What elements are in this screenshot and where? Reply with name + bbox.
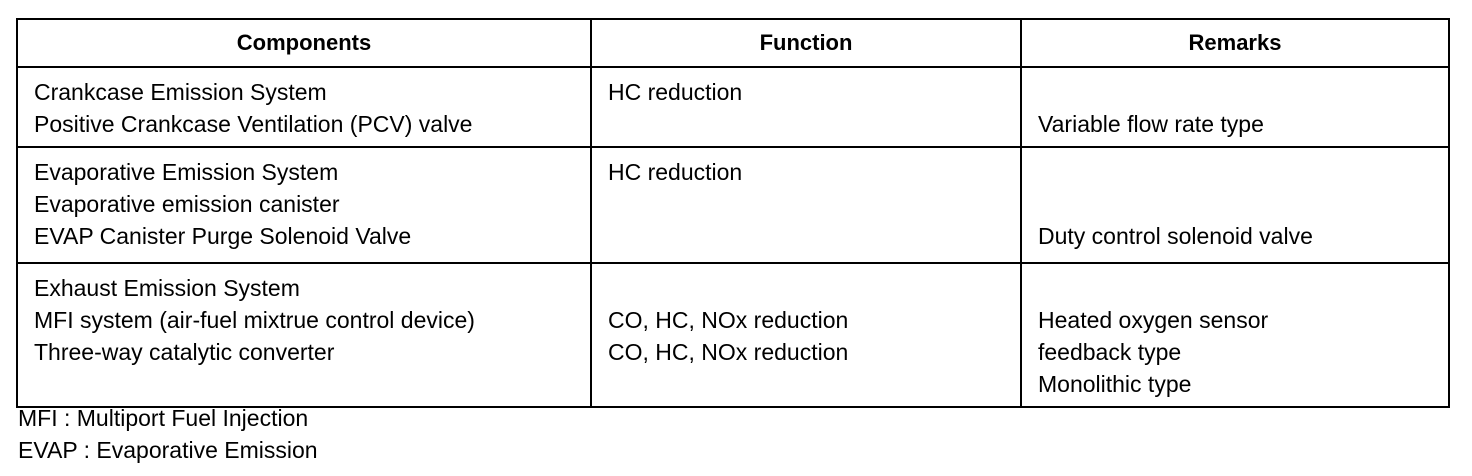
remarks-cell: Heated oxygen sensor feedback type Monol… xyxy=(1022,264,1448,406)
cell-line: Monolithic type xyxy=(1038,371,1192,397)
cell-line: feedback type xyxy=(1038,339,1182,365)
cell-line xyxy=(608,220,1020,252)
cell-line: Duty control solenoid valve xyxy=(1038,223,1313,249)
header-components: Components xyxy=(18,20,592,66)
cell-line xyxy=(608,108,1020,140)
footnote-evap: EVAP : Evaporative Emission xyxy=(18,437,318,463)
cell-line: Evaporative emission canister xyxy=(34,191,340,217)
cell-line: HC reduction xyxy=(608,159,743,185)
cell-line: CO, HC, NOx reduction xyxy=(608,307,849,333)
remarks-cell: Variable flow rate type xyxy=(1022,68,1448,146)
remarks-cell: Duty control solenoid valve xyxy=(1022,148,1448,262)
header-function: Function xyxy=(592,20,1022,66)
cell-line: Evaporative Emission System xyxy=(34,159,339,185)
cell-line: Variable flow rate type xyxy=(1038,111,1264,137)
cell-line: MFI system (air-fuel mixtrue control dev… xyxy=(34,307,475,333)
components-cell: Evaporative Emission System Evaporative … xyxy=(18,148,592,262)
cell-line: Three-way catalytic converter xyxy=(34,339,335,365)
cell-line xyxy=(608,188,1020,220)
components-cell: Crankcase Emission System Positive Crank… xyxy=(18,68,592,146)
cell-line xyxy=(1038,156,1448,188)
cell-line xyxy=(1038,76,1448,108)
cell-line xyxy=(608,272,1020,304)
function-cell: CO, HC, NOx reduction CO, HC, NOx reduct… xyxy=(592,264,1022,406)
cell-line: CO, HC, NOx reduction xyxy=(608,339,849,365)
table-row: Exhaust Emission System MFI system (air-… xyxy=(18,262,1448,406)
table-row: Crankcase Emission System Positive Crank… xyxy=(18,66,1448,146)
cell-line: HC reduction xyxy=(608,79,743,105)
cell-line: Exhaust Emission System xyxy=(34,275,300,301)
components-cell: Exhaust Emission System MFI system (air-… xyxy=(18,264,592,406)
footnote-mfi: MFI : Multiport Fuel Injection xyxy=(18,405,309,431)
cell-line: Positive Crankcase Ventilation (PCV) val… xyxy=(34,111,473,137)
function-cell: HC reduction xyxy=(592,68,1022,146)
header-remarks: Remarks xyxy=(1188,30,1282,55)
cell-line xyxy=(1038,188,1448,220)
table-row: Evaporative Emission System Evaporative … xyxy=(18,146,1448,262)
cell-line: EVAP Canister Purge Solenoid Valve xyxy=(34,223,412,249)
cell-line xyxy=(1038,272,1448,304)
cell-line: Heated oxygen sensor xyxy=(1038,307,1269,333)
footnotes: MFI : Multiport Fuel Injection EVAP : Ev… xyxy=(18,402,318,466)
cell-line: Crankcase Emission System xyxy=(34,79,327,105)
function-cell: HC reduction xyxy=(592,148,1022,262)
emission-components-table: Components Function Remarks Crankcase Em… xyxy=(16,18,1450,408)
header-row: Components Function Remarks xyxy=(18,20,1448,66)
